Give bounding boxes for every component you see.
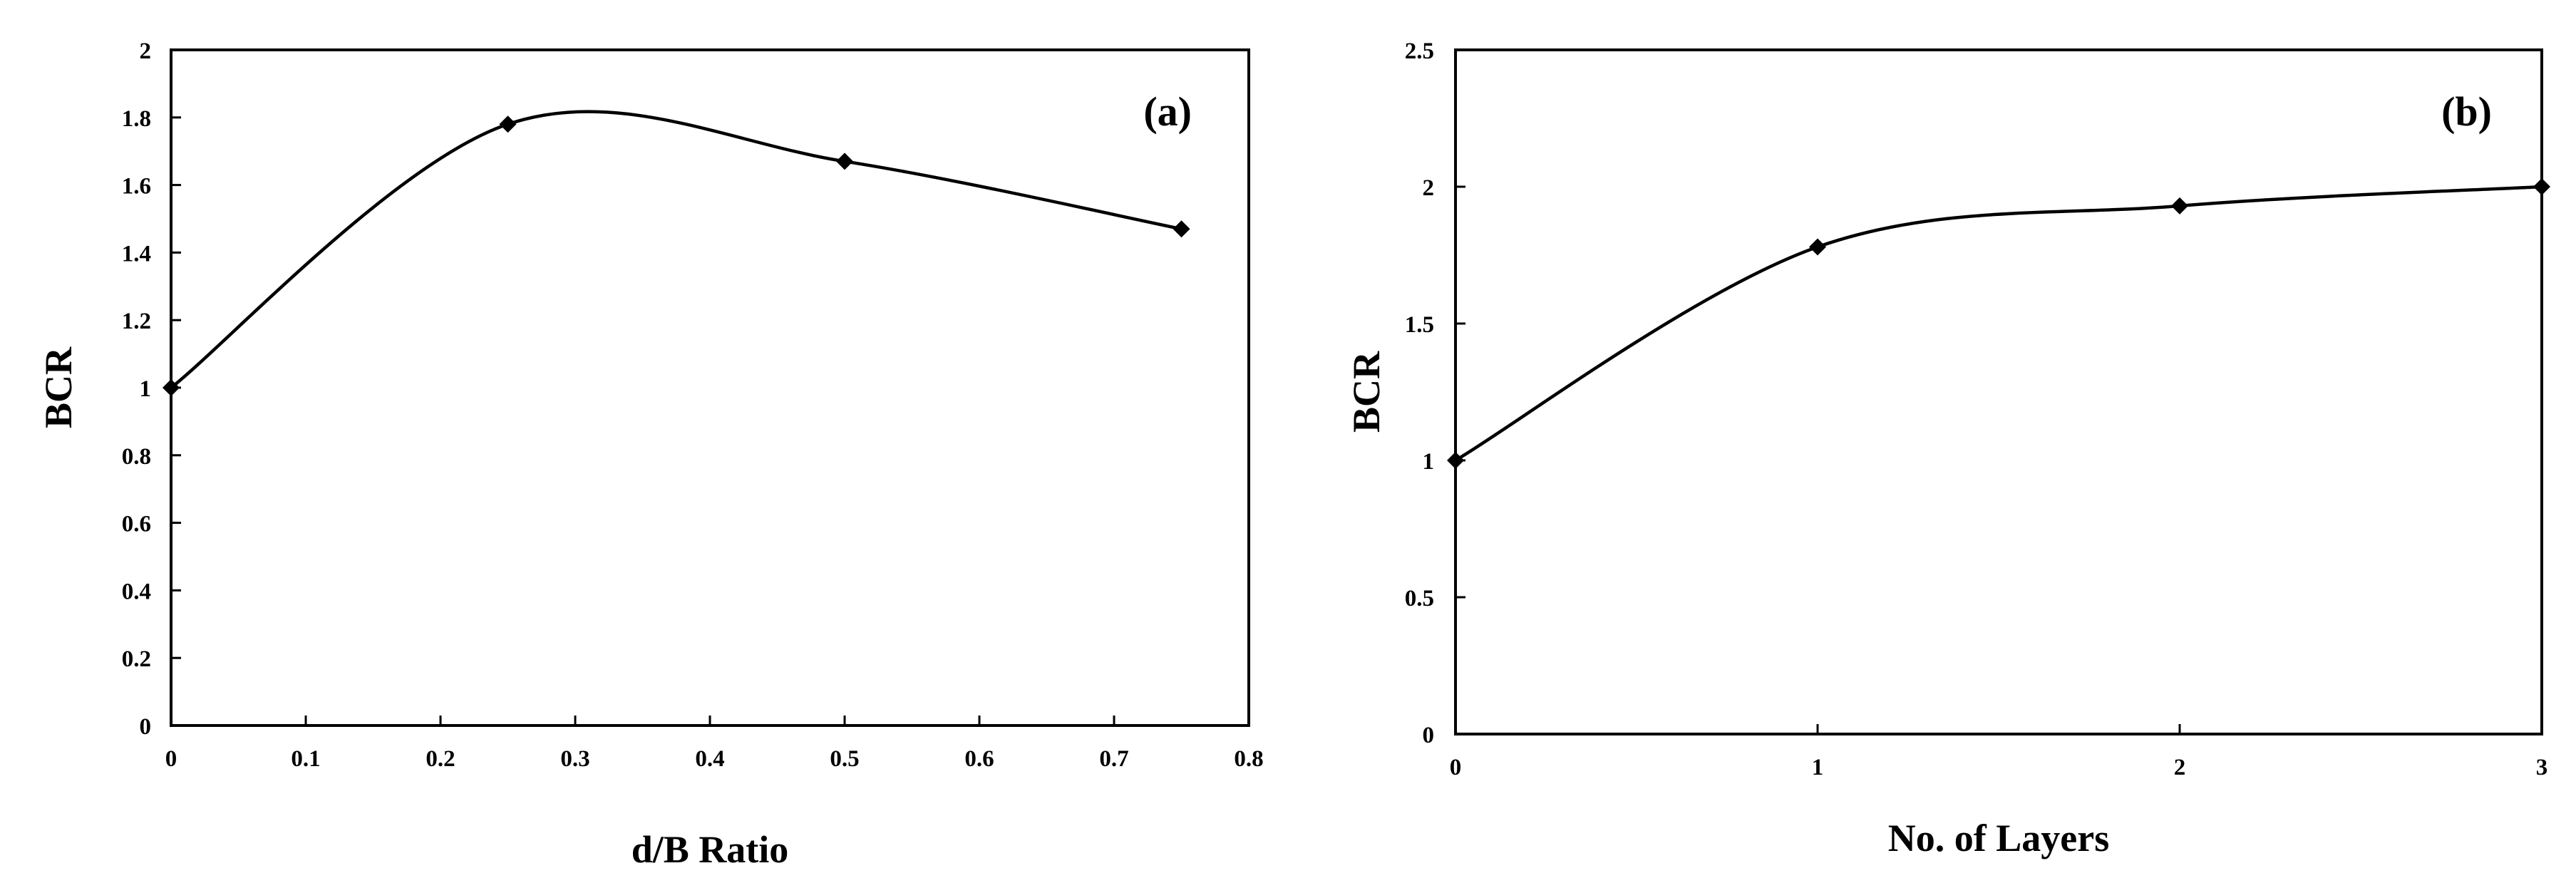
y-axis-title-a: BCR <box>37 346 80 428</box>
y-tick-label-a-2: 0.4 <box>122 579 151 604</box>
y-tick-label-a-5: 1 <box>140 376 152 402</box>
panel-label-a: (a) <box>1143 88 1192 135</box>
y-axis-title-b: BCR <box>1345 351 1388 433</box>
series-line-b-0 <box>1453 185 2544 463</box>
x-tick-label-a-6: 0.6 <box>964 746 994 772</box>
y-tick-label-b-2: 1 <box>1423 449 1435 475</box>
x-tick-label-b-3: 3 <box>2536 755 2548 780</box>
x-tick-label-b-1: 1 <box>1812 755 1824 780</box>
y-tick-label-b-0: 0 <box>1423 723 1435 748</box>
data-point-b-1 <box>1809 238 1826 256</box>
data-point-a-3 <box>1173 220 1190 238</box>
x-tick-label-a-4: 0.4 <box>695 746 724 772</box>
plot-area-b <box>1454 48 2543 735</box>
chart-panel-a: 0 0.2 0.4 0.6 0.8 1 1.2 1.4 1.6 1.8 2 0 0.1 0.2 0.3 0.4… <box>37 38 1264 871</box>
x-axis-title-a: d/B Ratio <box>632 828 789 871</box>
x-tick-label-a-0: 0 <box>165 746 177 772</box>
y-tick-label-a-7: 1.4 <box>122 241 151 267</box>
data-point-a-1 <box>499 115 517 133</box>
x-tick-label-a-2: 0.2 <box>426 746 455 772</box>
data-point-b-2 <box>2171 197 2188 215</box>
y-tick-label-b-1: 0.5 <box>1405 586 1434 611</box>
data-point-b-0 <box>1447 452 1464 469</box>
x-tick-label-a-7: 0.7 <box>1099 746 1128 772</box>
y-tick-label-b-4: 2 <box>1423 175 1435 201</box>
y-tick-label-b-3: 1.5 <box>1405 312 1434 338</box>
y-tick-label-a-4: 0.8 <box>122 444 151 470</box>
series-line-a-0 <box>169 110 1183 390</box>
data-point-b-3 <box>2533 178 2550 195</box>
x-tick-label-a-1: 0.1 <box>291 746 320 772</box>
data-point-a-2 <box>836 153 853 170</box>
y-tick-label-b-5: 2.5 <box>1405 38 1434 64</box>
y-tick-label-a-9: 1.8 <box>122 106 151 132</box>
x-tick-label-a-8: 0.8 <box>1234 746 1263 772</box>
x-tick-label-b-0: 0 <box>1450 755 1462 780</box>
x-tick-label-a-5: 0.5 <box>830 746 859 772</box>
y-tick-label-a-8: 1.6 <box>122 174 151 200</box>
panel-label-b: (b) <box>2441 88 2492 135</box>
x-axis-title-b: No. of Layers <box>1888 817 2109 859</box>
x-tick-label-b-2: 2 <box>2174 755 2186 780</box>
data-point-a-0 <box>163 379 180 396</box>
y-tick-label-a-3: 0.6 <box>122 512 151 537</box>
y-tick-label-a-0: 0 <box>140 714 152 740</box>
y-tick-label-a-6: 1.2 <box>122 309 151 334</box>
x-tick-label-a-3: 0.3 <box>560 746 589 772</box>
y-tick-label-a-1: 0.2 <box>122 646 151 672</box>
y-tick-label-a-10: 2 <box>140 38 152 64</box>
chart-panel-b: 0 0.5 1 1.5 2 2.5 0 1 2 3 No. of Layers BCR (b) <box>1345 38 2550 859</box>
plot-area-a <box>170 48 1250 727</box>
